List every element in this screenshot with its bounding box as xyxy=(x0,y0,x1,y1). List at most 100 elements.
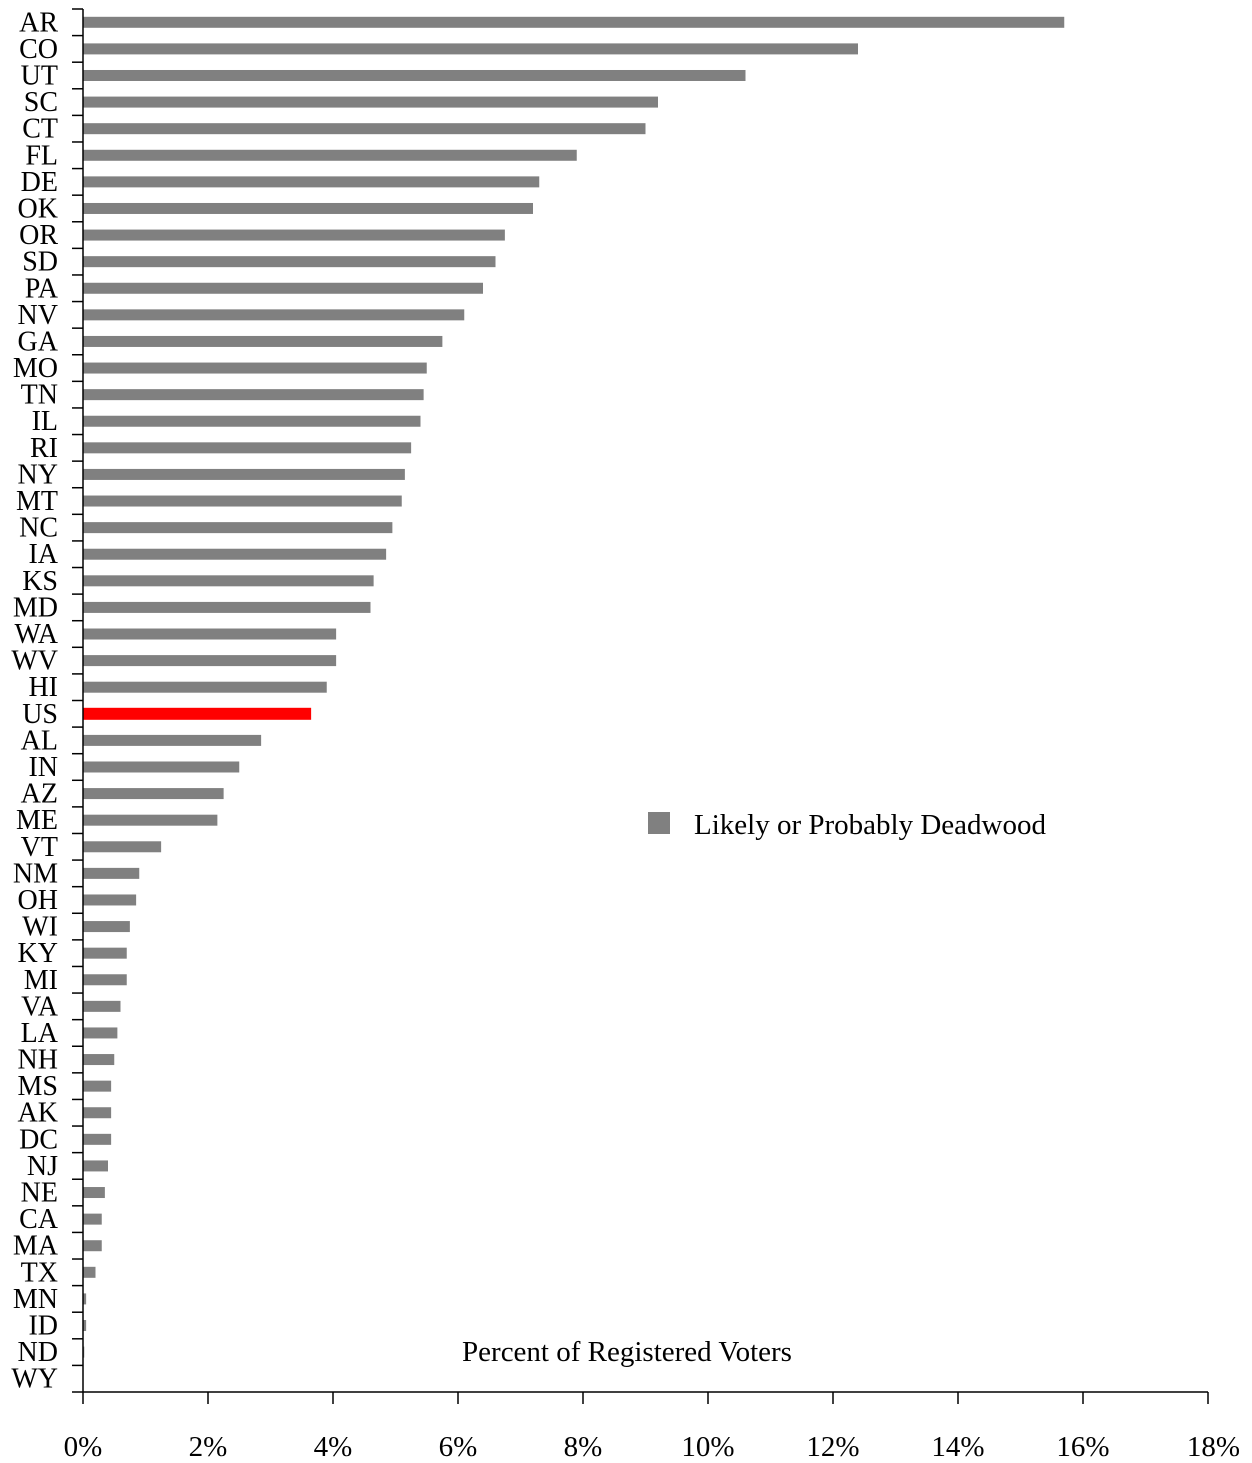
bar-nj xyxy=(83,1160,108,1172)
category-label-nh: NH xyxy=(18,1045,58,1076)
x-tick-label: 0% xyxy=(64,1431,103,1463)
category-label-nd: ND xyxy=(18,1337,58,1368)
bar-us xyxy=(83,707,312,720)
category-label-nv: NV xyxy=(18,300,58,331)
legend-swatch xyxy=(648,812,670,834)
bars-group xyxy=(83,16,1065,1358)
bar-ok xyxy=(83,202,533,214)
category-label-mn: MN xyxy=(13,1284,58,1315)
bar-ca xyxy=(83,1213,102,1225)
legend: Likely or Probably Deadwood xyxy=(648,809,1046,841)
bar-va xyxy=(83,1000,121,1012)
category-label-ma: MA xyxy=(13,1231,59,1262)
category-label-la: LA xyxy=(21,1018,59,1049)
x-tick-label: 10% xyxy=(681,1431,734,1463)
category-label-tn: TN xyxy=(21,380,58,411)
bar-wa xyxy=(83,628,337,640)
category-label-ut: UT xyxy=(21,60,58,91)
bar-nv xyxy=(83,309,465,321)
bar-ia xyxy=(83,548,387,560)
category-label-wy: WY xyxy=(11,1364,58,1395)
x-tick-label: 12% xyxy=(806,1431,859,1463)
bar-ma xyxy=(83,1240,102,1252)
category-label-ct: CT xyxy=(22,114,58,145)
bar-or xyxy=(83,229,505,241)
bar-tx xyxy=(83,1266,96,1278)
bar-ms xyxy=(83,1080,112,1092)
category-label-nj: NJ xyxy=(27,1151,58,1182)
category-label-ne: NE xyxy=(21,1178,58,1209)
legend-label: Likely or Probably Deadwood xyxy=(694,809,1046,841)
category-label-de: DE xyxy=(21,167,58,198)
category-label-ny: NY xyxy=(18,459,58,490)
bar-ct xyxy=(83,123,646,135)
bar-ne xyxy=(83,1187,105,1199)
bar-nc xyxy=(83,522,393,534)
category-label-in: IN xyxy=(28,752,58,783)
x-tick-label: 16% xyxy=(1056,1431,1109,1463)
x-ticks xyxy=(82,1392,1209,1404)
category-label-md: MD xyxy=(13,592,58,623)
bar-mn xyxy=(83,1293,87,1305)
category-label-oh: OH xyxy=(18,885,58,916)
category-label-ca: CA xyxy=(19,1204,59,1235)
bar-ks xyxy=(83,575,374,587)
x-axis-title: Percent of Registered Voters xyxy=(462,1336,792,1368)
category-label-hi: HI xyxy=(28,672,58,703)
x-tick-label: 6% xyxy=(439,1431,478,1463)
bar-la xyxy=(83,1027,118,1039)
bar-oh xyxy=(83,894,137,906)
x-tick-labels: 0% 2% 4% 6% 8% 10% 12% 14% 16% 18% xyxy=(64,1431,1240,1463)
category-label-ri: RI xyxy=(30,433,58,464)
category-label-va: VA xyxy=(21,991,59,1022)
bar-wv xyxy=(83,655,337,667)
category-label-sc: SC xyxy=(24,87,58,118)
bar-me xyxy=(83,814,218,826)
category-label-wa: WA xyxy=(14,619,58,650)
category-label-co: CO xyxy=(19,34,58,65)
category-label-ar: AR xyxy=(19,7,58,38)
bar-id xyxy=(83,1320,87,1332)
bar-dc xyxy=(83,1133,112,1145)
bar-ny xyxy=(83,468,405,480)
bar-hi xyxy=(83,681,327,693)
category-labels: ARCOUTSCCTFLDEOKORSDPANVGAMOTNILRINYMTNC… xyxy=(11,7,58,1394)
bar-ga xyxy=(83,335,443,347)
category-label-ga: GA xyxy=(18,326,59,357)
x-tick-label: 18% xyxy=(1187,1431,1240,1463)
category-label-wi: WI xyxy=(22,912,58,943)
category-label-ky: KY xyxy=(18,938,58,969)
bar-vt xyxy=(83,841,162,853)
category-label-vt: VT xyxy=(21,832,58,863)
category-label-ak: AK xyxy=(18,1098,58,1129)
bar-al xyxy=(83,734,262,746)
category-label-mo: MO xyxy=(13,353,58,384)
bar-pa xyxy=(83,282,483,294)
category-label-nm: NM xyxy=(13,858,58,889)
x-tick-label: 4% xyxy=(314,1431,353,1463)
x-tick-label: 8% xyxy=(564,1431,603,1463)
bar-md xyxy=(83,601,371,613)
bar-nm xyxy=(83,867,140,879)
category-label-us: US xyxy=(22,699,58,730)
category-label-mt: MT xyxy=(16,486,58,517)
category-label-pa: PA xyxy=(25,273,59,304)
bar-sc xyxy=(83,96,658,108)
category-label-ms: MS xyxy=(18,1071,58,1102)
bar-mi xyxy=(83,974,127,986)
bar-il xyxy=(83,415,421,427)
x-tick-label: 2% xyxy=(189,1431,228,1463)
bar-de xyxy=(83,176,540,188)
category-label-fl: FL xyxy=(25,140,58,171)
category-label-wv: WV xyxy=(11,646,58,677)
bar-in xyxy=(83,761,240,773)
category-label-me: ME xyxy=(16,805,58,836)
bar-co xyxy=(83,43,858,55)
category-label-ia: IA xyxy=(28,539,58,570)
category-label-tx: TX xyxy=(21,1257,58,1288)
category-label-az: AZ xyxy=(21,779,58,810)
bar-az xyxy=(83,788,224,800)
bar-sd xyxy=(83,256,496,268)
category-label-ks: KS xyxy=(22,566,58,597)
bar-ky xyxy=(83,947,127,959)
